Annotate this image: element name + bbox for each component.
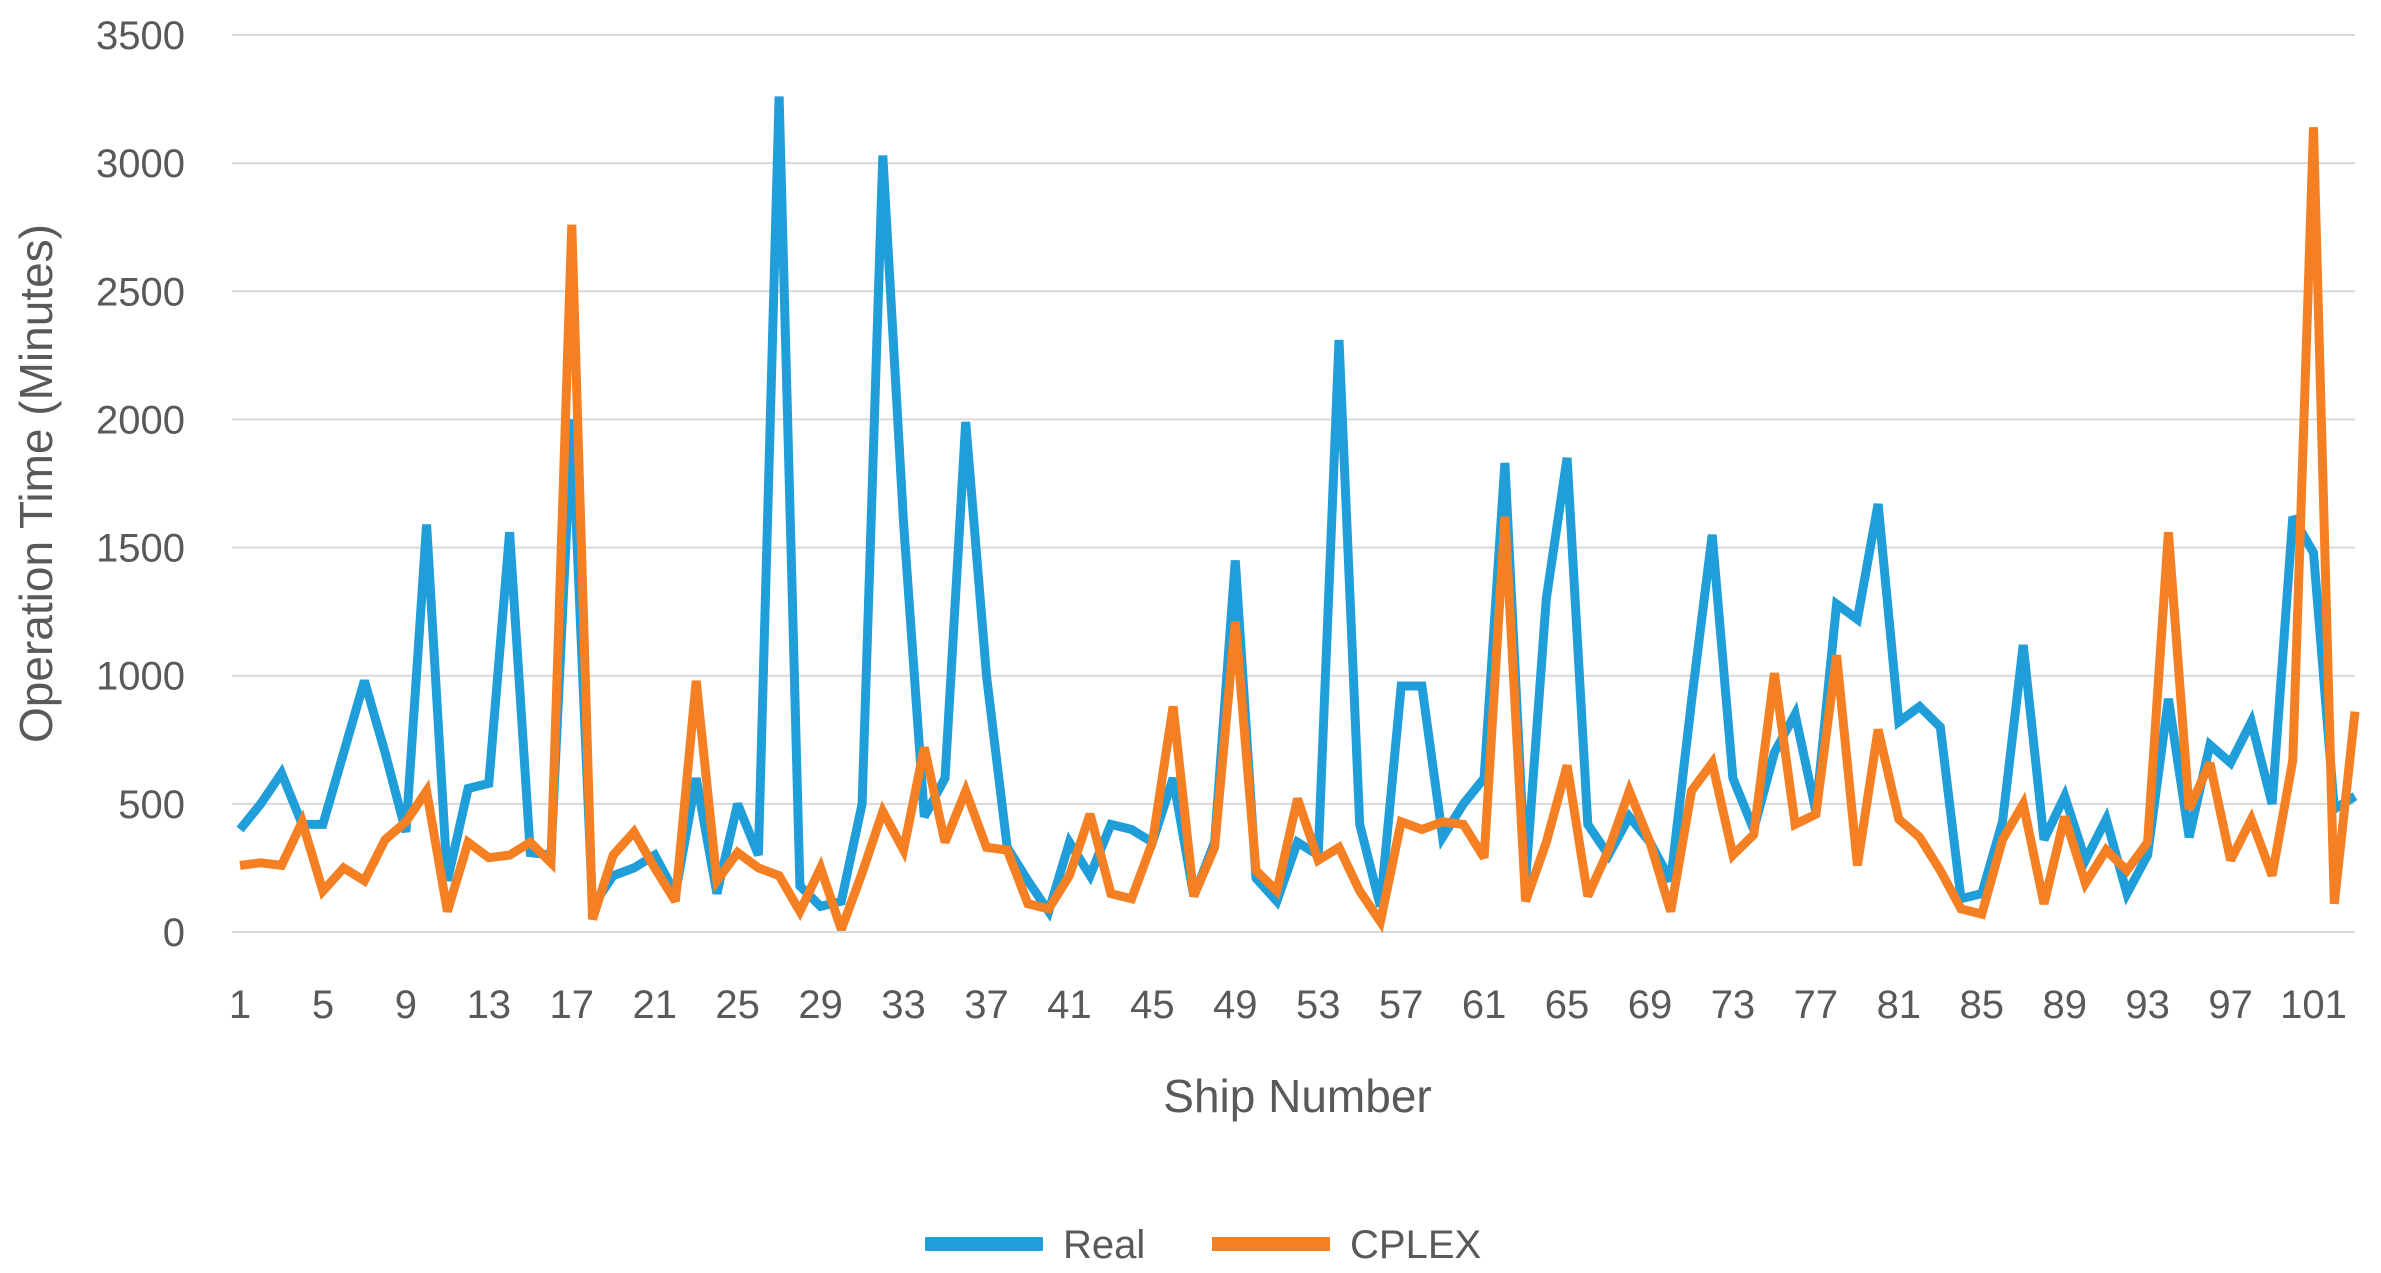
series-lines [236,96,2360,934]
legend-label-real: Real [1063,1223,1145,1267]
x-tick-label: 65 [1545,983,1590,1027]
y-tick-label: 1500 [96,527,185,571]
x-tick-label: 21 [632,983,677,1027]
y-tick-label: 3000 [96,142,185,186]
x-tick-label: 77 [1794,983,1839,1027]
x-tick-label: 81 [1877,983,1922,1027]
x-tick-label: 93 [2125,983,2170,1027]
x-tick-label: 61 [1462,983,1507,1027]
x-tick-label: 5 [312,983,334,1027]
y-tick-label: 1000 [96,655,185,699]
x-tick-label: 37 [964,983,1009,1027]
series-line-cplex [239,127,2360,934]
x-tick-label: 89 [2042,983,2087,1027]
y-axis-ticks: 0 500 1000 1500 2000 2500 3000 3500 [96,14,185,955]
x-tick-label: 73 [1711,983,1756,1027]
x-tick-label: 97 [2208,983,2253,1027]
y-tick-label: 3500 [96,14,185,58]
legend: Real CPLEX [925,1223,1481,1267]
x-tick-label: 45 [1130,983,1175,1027]
x-tick-label: 9 [395,983,417,1027]
x-tick-label: 29 [798,983,843,1027]
x-tick-label: 53 [1296,983,1341,1027]
x-tick-label: 69 [1628,983,1673,1027]
y-tick-label: 0 [163,911,185,955]
x-tick-label: 17 [550,983,595,1027]
legend-label-cplex: CPLEX [1350,1223,1481,1267]
y-tick-label: 2500 [96,270,185,314]
x-axis-ticks: 1 5 9 13 17 21 25 29 33 37 41 45 49 53 57 61 65 69 73 77 81 8… [229,983,2347,1027]
x-tick-label: 101 [2280,983,2347,1027]
y-tick-label: 2000 [96,398,185,442]
x-tick-label: 13 [467,983,512,1027]
x-tick-label: 85 [1960,983,2005,1027]
x-tick-label: 25 [715,983,760,1027]
x-tick-label: 57 [1379,983,1424,1027]
x-tick-label: 33 [881,983,926,1027]
x-axis-label: Ship Number [1163,1070,1431,1122]
y-axis-label: Operation Time (Minutes) [10,224,62,743]
x-tick-label: 1 [229,983,251,1027]
x-tick-label: 49 [1213,983,1258,1027]
y-tick-label: 500 [118,783,185,827]
x-tick-label: 41 [1047,983,1092,1027]
